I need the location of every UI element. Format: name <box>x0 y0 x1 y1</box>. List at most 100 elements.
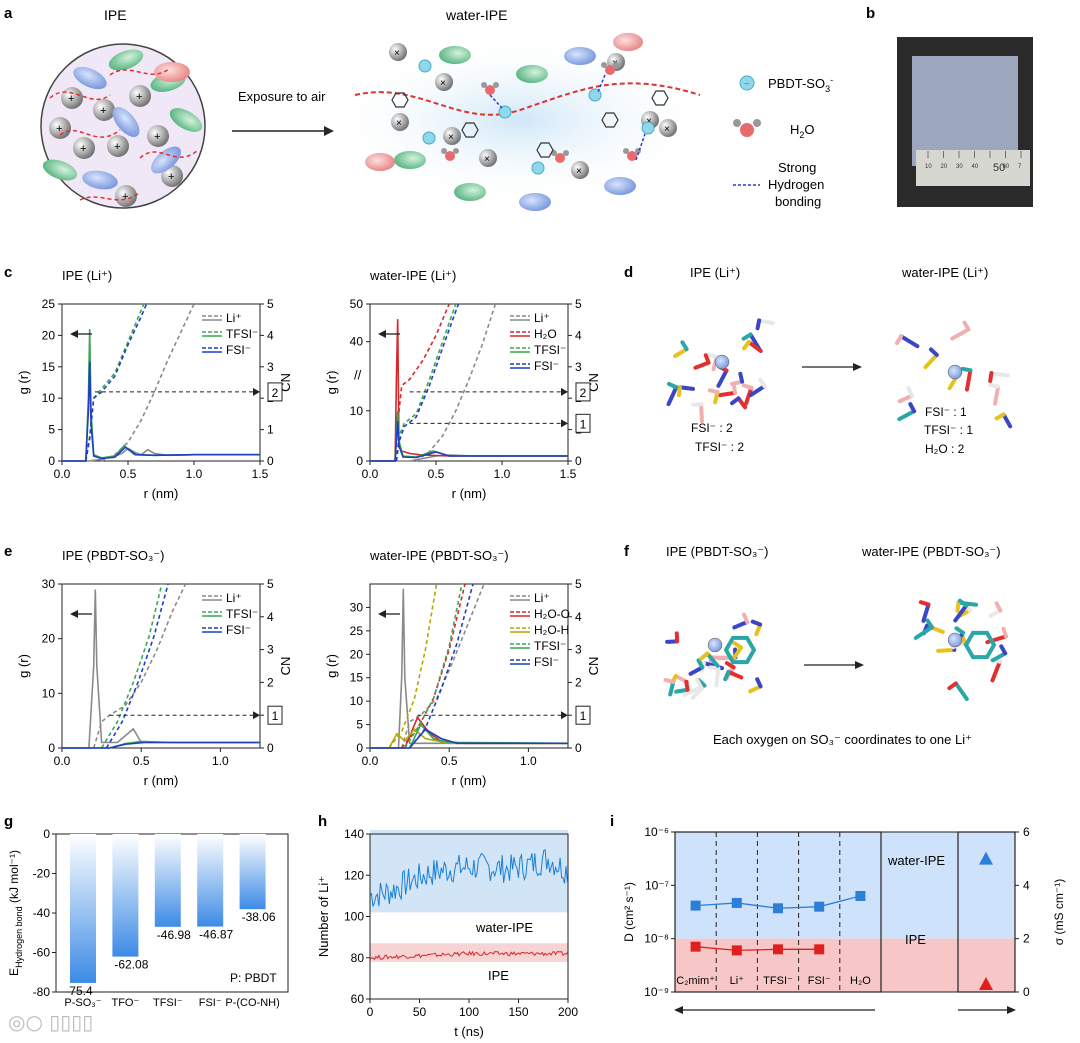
bond-stick <box>758 377 767 389</box>
pbdt-legend-label: PBDT-SO3- <box>768 75 833 94</box>
bond-stick <box>730 396 741 406</box>
bond-stick <box>953 681 969 702</box>
bond-stick <box>748 384 767 398</box>
panel-d-left-title: IPE (Li⁺) <box>690 265 740 280</box>
gr-line-FSI⁻ <box>62 741 260 749</box>
bond-stick <box>928 347 939 357</box>
water-oxygen <box>627 151 637 161</box>
li-ellipse <box>154 62 190 82</box>
y-tick-label: 15 <box>42 360 56 374</box>
sulfonate-group <box>422 131 436 145</box>
phenyl-ring <box>651 90 669 106</box>
bond-stick <box>947 681 958 691</box>
y-tick-label: 20 <box>42 632 56 646</box>
y-axis-label: g (r) <box>324 371 339 395</box>
water-ipe-li-cluster <box>894 320 1013 429</box>
ruler-number: 50 <box>993 162 1005 174</box>
legend-label: Li⁺ <box>226 591 242 605</box>
cn-line-FSI⁻ <box>408 583 474 749</box>
cation-plus-icon: + <box>136 91 142 103</box>
chart-title: IPE (Li⁺) <box>62 268 112 283</box>
gr-line-FSI⁻ <box>62 361 260 462</box>
y-tick-label: 80 <box>351 951 365 965</box>
bond-stick <box>918 600 931 607</box>
conductivity-box <box>957 831 1016 993</box>
cation-plus-icon: + <box>122 191 128 203</box>
bond-stick <box>955 600 961 613</box>
ipe-film-sample <box>912 56 1018 166</box>
cation-ball <box>61 87 83 109</box>
legend-label: H₂O-H <box>534 623 569 637</box>
cation-ball <box>571 161 589 179</box>
water-ipe-illustration: ××××××××× <box>320 33 720 211</box>
x-tick-label: 0.5 <box>441 754 458 768</box>
ruler-number: 7 <box>1018 164 1022 170</box>
bond-stick <box>666 385 679 407</box>
chart-h: 0 50 100 150 200 t (ns) 60 80 100 120 140 Number of… <box>316 827 578 1039</box>
bond-stick <box>957 598 969 608</box>
cn-line-TFSI⁻ <box>85 303 145 462</box>
bond-stick <box>906 386 914 398</box>
y-tick-label: 0 <box>356 454 363 468</box>
bar-value-label: -75.4 <box>65 984 93 998</box>
hydrogen-bond-line <box>489 94 503 109</box>
watermark-icon: ◎○ ▯▯▯▯ <box>8 1010 94 1034</box>
water-h <box>481 82 487 88</box>
bond-stick <box>936 647 957 653</box>
bond-stick <box>755 318 762 331</box>
anion-ellipse <box>42 159 78 181</box>
x-tick-label: 0.5 <box>120 467 137 481</box>
bond-stick <box>695 677 703 690</box>
x-tick-label: 0.0 <box>362 754 379 768</box>
bond-stick <box>993 384 1001 406</box>
chart-e2: water-IPE (PBDT-SO₃⁻)0.0 0.5 1.0r (nm)0510… <box>324 548 601 788</box>
y2-tick-label: 4 <box>575 610 582 624</box>
cation-plus-icon: + <box>168 171 174 183</box>
y-tick-label: 0 <box>43 827 50 841</box>
d-left-count-1: FSI⁻ : 2 <box>691 421 733 435</box>
y2-tick-label: 5 <box>575 577 582 591</box>
cation-plus-icon: + <box>114 141 120 153</box>
y2-tick-label: 1 <box>267 423 274 437</box>
x-tick-label: 0.5 <box>133 754 150 768</box>
bond-stick <box>707 352 719 360</box>
cn-line-FSI⁻ <box>85 303 148 462</box>
bond-stick <box>693 360 711 370</box>
y-tick-label: 10 <box>42 686 56 700</box>
bond-stick <box>676 385 682 398</box>
panel-f-caption: Each oxygen on SO₃⁻ coordinates to one L… <box>713 732 972 747</box>
y-tick-label: 5 <box>356 718 363 732</box>
y-tick-label: 120 <box>344 868 364 882</box>
y-axis-label: g (r) <box>16 371 31 395</box>
cn-marker-box <box>575 382 591 402</box>
anion-ellipse <box>516 65 548 83</box>
x-tick-label: 0.0 <box>362 467 379 481</box>
polymer-chain <box>79 191 141 201</box>
region-label-ipe: IPE <box>905 932 926 947</box>
y2-tick-label: 0 <box>267 454 274 468</box>
y-tick-label: 25 <box>42 297 56 311</box>
bond-stick <box>705 651 720 668</box>
x-tick-label: 0 <box>367 1005 374 1019</box>
chart-i: C₂mim⁺ Li⁺ TFSI⁻ FSI⁻ H₂O 10⁻⁹ 10⁻⁸ 10⁻⁷ 10⁻⁶ D (… <box>622 825 1066 1014</box>
x-tick-label: 1.0 <box>186 467 203 481</box>
legend-label: H₂O <box>534 327 557 341</box>
anion-ellipse <box>108 49 144 71</box>
panel-a-ipe-title: IPE <box>104 7 127 23</box>
bond-stick <box>682 685 703 697</box>
cation-x-icon: × <box>664 124 670 135</box>
anion-ellipse <box>394 151 426 169</box>
sulfonate-group <box>418 59 432 73</box>
conductivity-marker-IPE <box>979 977 993 990</box>
water-legend-label: H2O <box>790 122 815 140</box>
conductivity-arrowhead <box>1007 1006 1016 1014</box>
bond-stick <box>708 665 721 671</box>
water-h <box>563 150 569 156</box>
ruler-number: 10 <box>925 164 932 170</box>
phenyl-ring <box>461 122 479 138</box>
y-tick-label: 40 <box>350 335 364 349</box>
x-tick-label: 1.0 <box>520 754 537 768</box>
y2-tick-label: 3 <box>267 360 274 374</box>
bond-stick <box>663 677 676 684</box>
legend-label: TFSI⁻ <box>534 343 566 357</box>
